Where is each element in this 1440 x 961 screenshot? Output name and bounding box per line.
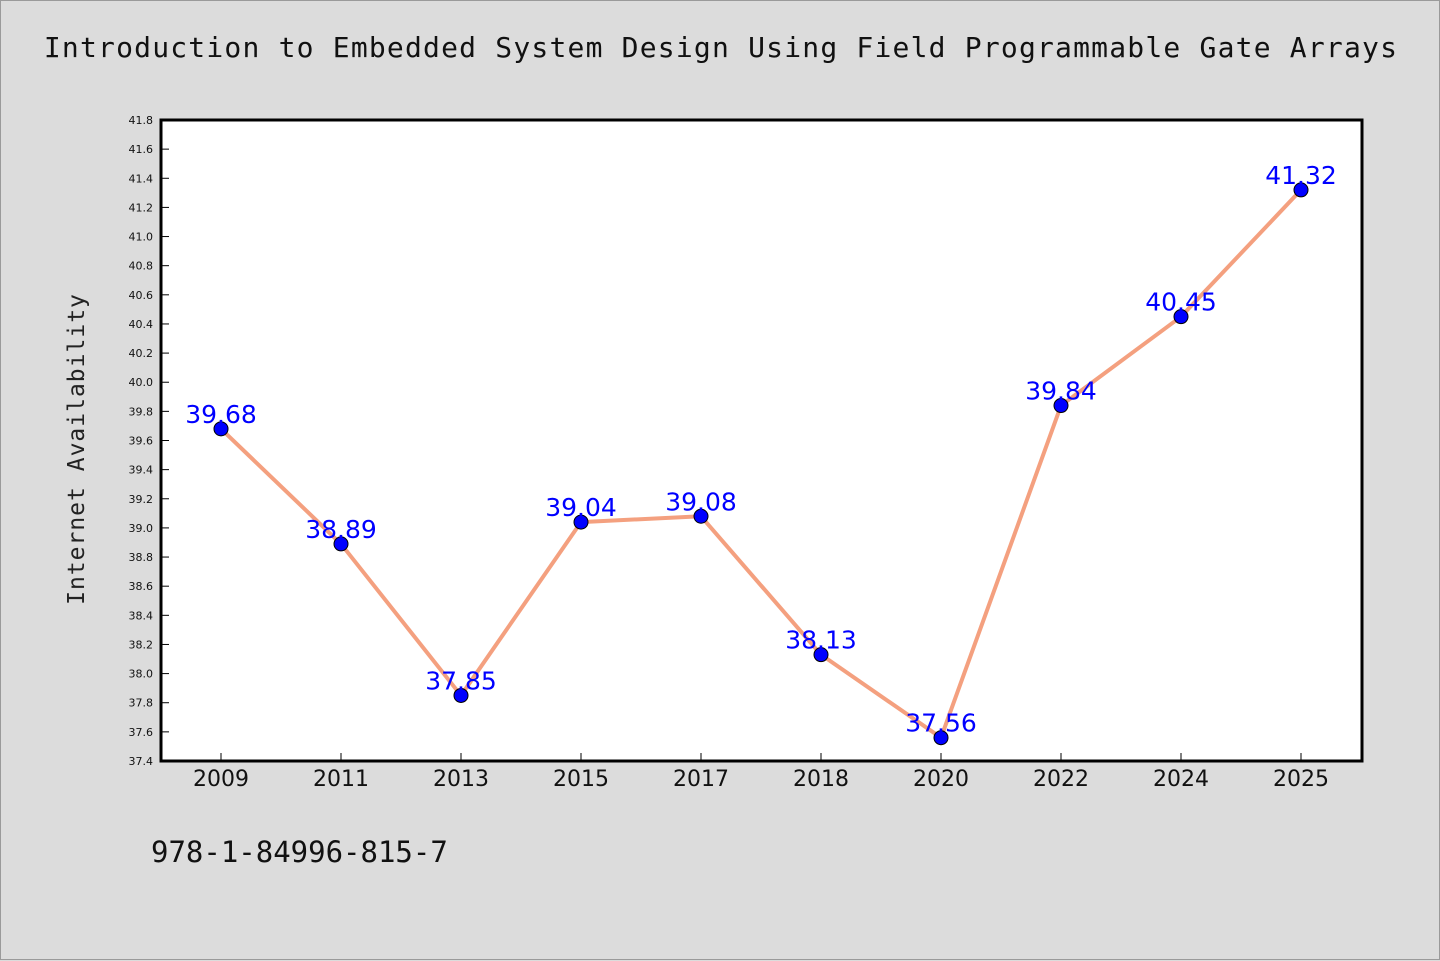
data-label: 39.68 — [185, 400, 257, 429]
data-point — [453, 687, 469, 703]
isbn-code: 978-1-84996-815-7 — [151, 835, 448, 869]
data-point — [1293, 182, 1309, 198]
data-label: 37.85 — [425, 666, 497, 695]
x-axis-ticks: 2009 2011 2013 2015 2017 2018 2020 2022 2024 2025 — [193, 753, 1329, 792]
data-label: 41.32 — [1265, 161, 1337, 190]
data-label: 39.04 — [545, 493, 617, 522]
data-point — [1173, 309, 1189, 325]
x-tick-label: 2025 — [1273, 767, 1329, 792]
data-label: 39.84 — [1025, 377, 1097, 406]
y-tick-label: 39.6 — [129, 435, 154, 448]
data-label: 38.89 — [305, 515, 377, 544]
data-label: 39.08 — [665, 487, 737, 516]
y-tick-label: 37.8 — [129, 697, 154, 710]
plot-area — [159, 118, 1364, 763]
x-tick-label: 2020 — [913, 767, 969, 792]
data-point — [1053, 398, 1069, 414]
y-tick-label: 39.0 — [129, 522, 154, 535]
x-tick-label: 2013 — [433, 767, 489, 792]
data-labels: 39.68 38.89 37.85 39.04 39.08 38.13 37.56 39.84… — [185, 161, 1337, 738]
x-tick-label: 2015 — [553, 767, 609, 792]
chart-title: Introduction to Embedded System Design U… — [43, 31, 1399, 64]
x-tick-label: 2017 — [673, 767, 729, 792]
y-axis-ticks: 37.4 37.6 37.8 38.0 38.2 38.4 38.6 38.8 39.0 39.2… — [129, 114, 169, 768]
y-tick-label: 41.4 — [129, 172, 154, 185]
y-tick-label: 40.0 — [129, 376, 154, 389]
y-tick-label: 38.4 — [129, 609, 154, 622]
data-point — [813, 647, 829, 663]
x-tick-label: 2018 — [793, 767, 849, 792]
data-point — [693, 508, 709, 524]
y-tick-label: 40.2 — [129, 347, 154, 360]
y-tick-label: 39.8 — [129, 405, 154, 418]
x-tick-label: 2022 — [1033, 767, 1089, 792]
y-tick-label: 40.6 — [129, 289, 154, 302]
x-tick-label: 2011 — [313, 767, 369, 792]
y-tick-label: 41.8 — [129, 114, 154, 127]
data-point — [333, 536, 349, 552]
y-tick-label: 38.8 — [129, 551, 154, 564]
series-line — [219, 187, 1303, 740]
y-tick-label: 39.2 — [129, 493, 154, 506]
series-line-group — [219, 187, 1303, 740]
y-tick-label: 38.2 — [129, 638, 154, 651]
y-tick-label: 41.6 — [129, 143, 154, 156]
data-label: 40.45 — [1145, 288, 1217, 317]
y-tick-label: 41.0 — [129, 231, 154, 244]
data-label: 38.13 — [785, 626, 857, 655]
y-tick-label: 40.8 — [129, 260, 154, 273]
y-tick-label: 40.4 — [129, 318, 154, 331]
data-label: 37.56 — [905, 709, 977, 738]
y-tick-label: 38.6 — [129, 580, 154, 593]
data-point — [933, 730, 949, 746]
x-tick-label: 2009 — [193, 767, 249, 792]
data-points — [213, 182, 1309, 746]
x-tick-label: 2024 — [1153, 767, 1209, 792]
y-tick-label: 38.0 — [129, 668, 154, 681]
y-tick-label: 37.4 — [129, 755, 154, 768]
y-tick-label: 37.6 — [129, 726, 154, 739]
y-tick-label: 41.2 — [129, 201, 154, 214]
data-point — [213, 421, 229, 437]
data-point — [573, 514, 589, 530]
y-tick-label: 39.4 — [129, 464, 154, 477]
